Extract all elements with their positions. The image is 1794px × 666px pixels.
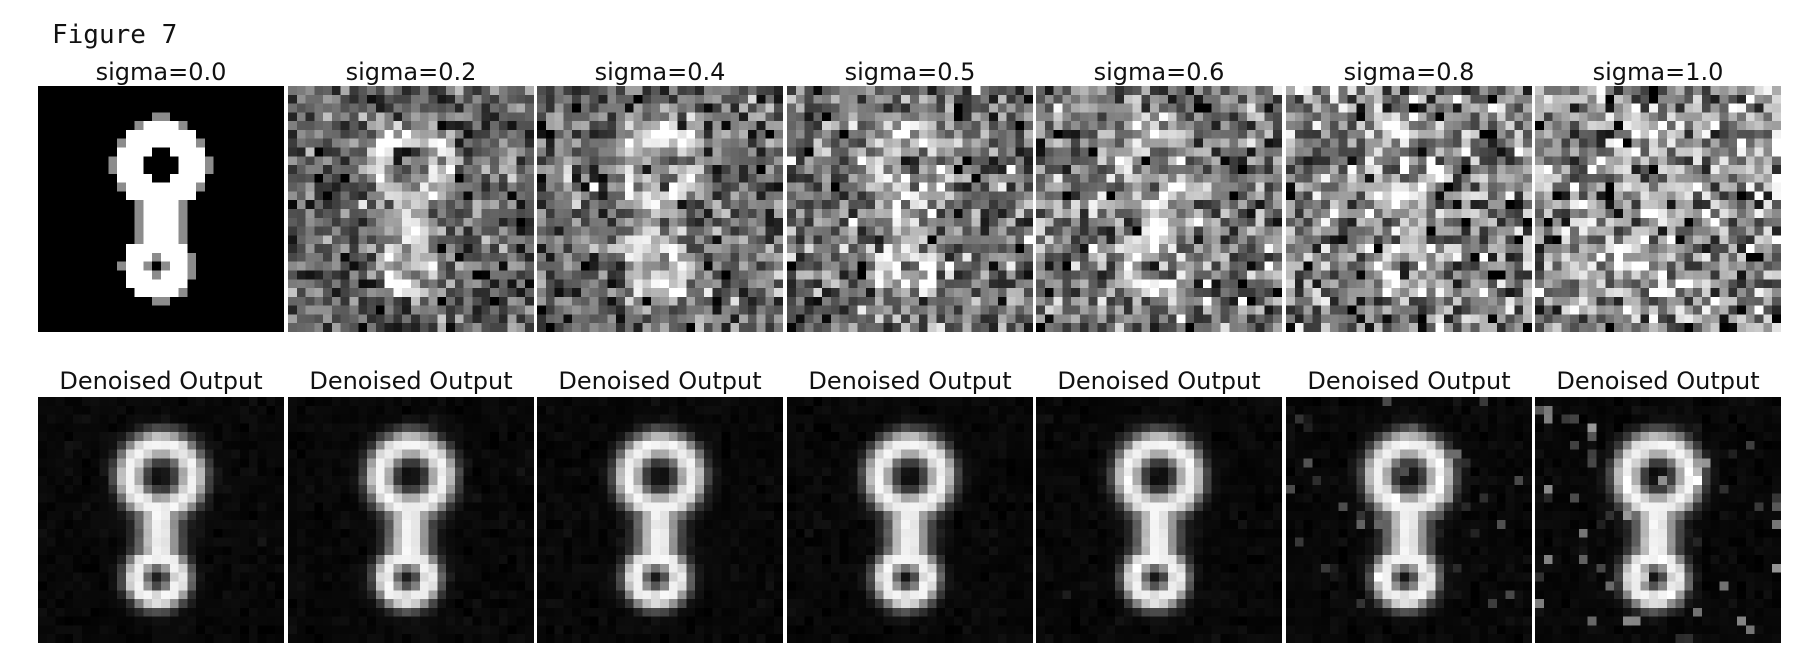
denoised-image-1 (288, 397, 534, 643)
noisy-image-1 (288, 86, 534, 332)
noisy-image-6 (1535, 86, 1781, 332)
noisy-image-4 (1036, 86, 1282, 332)
denoised-image-2 (537, 397, 783, 643)
figure-label: Figure 7 (52, 20, 178, 50)
denoised-title-5: Denoised Output (1307, 367, 1511, 395)
noisy-image-5 (1286, 86, 1532, 332)
noisy-title-3: sigma=0.5 (844, 58, 976, 86)
denoised-title-6: Denoised Output (1556, 367, 1760, 395)
noisy-title-4: sigma=0.6 (1093, 58, 1225, 86)
noisy-image-0 (38, 86, 284, 332)
denoised-title-1: Denoised Output (309, 367, 513, 395)
denoised-image-3 (787, 397, 1033, 643)
noisy-image-2 (537, 86, 783, 332)
noisy-title-5: sigma=0.8 (1343, 58, 1475, 86)
denoised-title-4: Denoised Output (1057, 367, 1261, 395)
denoised-image-4 (1036, 397, 1282, 643)
noisy-image-3 (787, 86, 1033, 332)
denoised-image-5 (1286, 397, 1532, 643)
denoised-image-6 (1535, 397, 1781, 643)
noisy-title-2: sigma=0.4 (594, 58, 726, 86)
denoised-title-3: Denoised Output (808, 367, 1012, 395)
noisy-title-6: sigma=1.0 (1592, 58, 1724, 86)
noisy-title-1: sigma=0.2 (345, 58, 477, 86)
denoised-image-0 (38, 397, 284, 643)
denoised-title-2: Denoised Output (558, 367, 762, 395)
denoised-title-0: Denoised Output (59, 367, 263, 395)
noisy-title-0: sigma=0.0 (95, 58, 227, 86)
